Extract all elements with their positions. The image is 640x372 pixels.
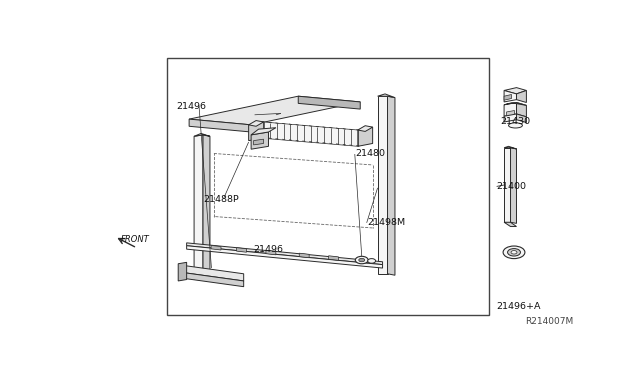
Polygon shape	[187, 243, 383, 264]
Polygon shape	[328, 256, 339, 260]
Polygon shape	[249, 121, 264, 126]
Text: 21400: 21400	[497, 182, 527, 191]
Polygon shape	[504, 103, 527, 105]
Polygon shape	[504, 114, 516, 122]
Polygon shape	[358, 258, 368, 263]
Text: 21430: 21430	[500, 118, 531, 126]
Polygon shape	[189, 96, 360, 125]
Polygon shape	[504, 148, 511, 222]
Polygon shape	[300, 253, 309, 258]
Text: R214007M: R214007M	[525, 317, 573, 326]
Polygon shape	[249, 122, 264, 141]
Polygon shape	[194, 135, 203, 279]
Polygon shape	[189, 119, 251, 132]
Polygon shape	[253, 139, 264, 145]
Text: FRONT: FRONT	[121, 235, 149, 244]
Polygon shape	[507, 110, 515, 117]
Text: 21488P: 21488P	[203, 195, 239, 204]
Polygon shape	[178, 262, 187, 281]
Polygon shape	[251, 132, 269, 149]
Polygon shape	[388, 96, 395, 275]
Polygon shape	[194, 134, 210, 136]
Polygon shape	[516, 114, 527, 122]
Ellipse shape	[509, 123, 522, 128]
Polygon shape	[264, 122, 358, 146]
Text: 21498M: 21498M	[367, 218, 406, 227]
Circle shape	[503, 246, 525, 259]
Polygon shape	[187, 246, 383, 268]
Polygon shape	[298, 96, 360, 109]
Bar	[167, 58, 489, 315]
Polygon shape	[504, 222, 516, 227]
Polygon shape	[358, 127, 372, 146]
Polygon shape	[182, 265, 244, 281]
Polygon shape	[504, 87, 527, 94]
Text: 21496: 21496	[253, 245, 284, 254]
Circle shape	[511, 251, 517, 254]
Polygon shape	[358, 126, 372, 131]
Polygon shape	[516, 90, 527, 103]
Polygon shape	[182, 272, 244, 287]
Polygon shape	[504, 146, 516, 149]
Polygon shape	[266, 250, 276, 255]
Circle shape	[355, 256, 368, 264]
Polygon shape	[203, 135, 210, 280]
Polygon shape	[511, 148, 516, 223]
Polygon shape	[211, 246, 221, 250]
Polygon shape	[237, 248, 246, 252]
Polygon shape	[378, 96, 388, 274]
Circle shape	[359, 258, 365, 262]
Polygon shape	[504, 103, 516, 116]
Polygon shape	[378, 94, 395, 97]
Polygon shape	[504, 94, 511, 100]
Text: 21480: 21480	[355, 149, 385, 158]
Circle shape	[367, 259, 376, 263]
Polygon shape	[516, 103, 527, 117]
Text: 21496: 21496	[177, 102, 207, 111]
Circle shape	[508, 248, 520, 256]
Text: 21496+A: 21496+A	[497, 302, 541, 311]
Polygon shape	[504, 90, 516, 102]
Polygon shape	[251, 128, 276, 135]
